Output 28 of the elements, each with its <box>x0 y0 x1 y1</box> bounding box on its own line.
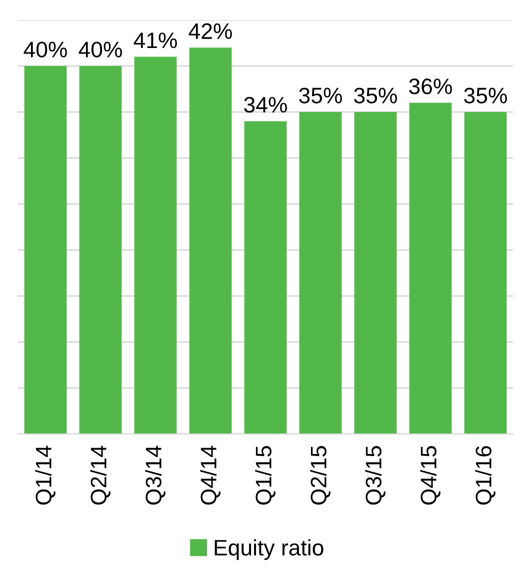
legend-label: Equity ratio <box>214 539 324 560</box>
bar <box>409 102 452 434</box>
x-tick-label: Q1/15 <box>255 446 276 505</box>
x-tick-label: Q1/16 <box>475 446 496 505</box>
bar <box>244 121 287 434</box>
data-label: 34% <box>244 96 287 113</box>
bar <box>79 66 122 434</box>
bar <box>464 112 507 434</box>
x-tick-label: Q3/15 <box>365 446 386 505</box>
x-tick-label: Q3/14 <box>145 446 166 505</box>
x-tick-label: Q4/15 <box>420 446 440 505</box>
bar <box>24 66 67 434</box>
bar <box>134 56 177 434</box>
data-label: 40% <box>24 42 67 58</box>
data-label: 41% <box>134 32 177 48</box>
data-label: 42% <box>188 23 232 39</box>
x-tick-label: Q2/14 <box>90 446 110 505</box>
bar <box>299 112 342 434</box>
data-label: 36% <box>409 78 452 94</box>
bar <box>354 112 397 434</box>
x-tick-label: Q1/14 <box>35 446 56 505</box>
data-label: 35% <box>464 88 507 104</box>
x-tick-label: Q4/14 <box>200 446 220 505</box>
data-label: 40% <box>78 42 122 58</box>
data-label: 35% <box>354 88 397 104</box>
x-tick-label: Q2/15 <box>310 446 330 505</box>
bar <box>189 48 232 434</box>
data-label: 35% <box>299 88 342 104</box>
